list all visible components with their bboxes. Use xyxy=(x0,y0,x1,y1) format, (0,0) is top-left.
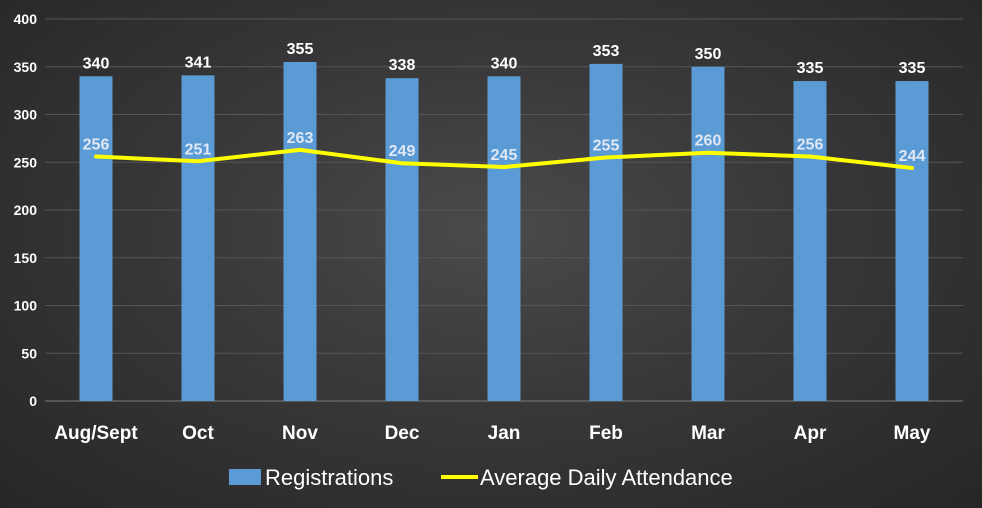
line-value-label: 260 xyxy=(695,133,722,150)
bar-jan xyxy=(487,76,521,402)
y-tick-label: 350 xyxy=(14,59,38,75)
x-tick-label: Mar xyxy=(691,423,725,444)
bar-value-label: 353 xyxy=(593,43,620,60)
legend-label-registrations: Registrations xyxy=(265,465,393,490)
line-data-labels: 256 251 263 249 245 255 260 256 244 xyxy=(83,130,926,165)
x-tick-label: Apr xyxy=(794,423,827,444)
line-value-label: 263 xyxy=(287,130,314,147)
y-tick-label: 250 xyxy=(14,154,38,170)
bar-data-labels: 340 341 355 338 340 353 350 335 335 xyxy=(83,41,926,77)
attendance-line xyxy=(94,147,914,170)
bar-feb xyxy=(589,63,623,401)
x-tick-label: Oct xyxy=(182,423,214,444)
bar-value-label: 338 xyxy=(389,57,416,74)
bar-may xyxy=(895,81,929,401)
x-tick-label: Aug/Sept xyxy=(54,423,138,444)
x-tick-label: Jan xyxy=(488,423,521,444)
line-value-label: 249 xyxy=(389,143,416,160)
y-tick-label: 150 xyxy=(14,250,38,266)
bar-mar xyxy=(691,66,725,401)
y-axis: 0 50 100 150 200 250 300 350 400 xyxy=(14,11,38,409)
bar-value-label: 341 xyxy=(185,54,212,71)
bar-value-label: 340 xyxy=(83,55,110,72)
y-tick-label: 0 xyxy=(29,393,37,409)
line-value-label: 255 xyxy=(593,137,620,154)
y-tick-label: 400 xyxy=(14,11,38,27)
line-average-daily-attendance xyxy=(94,147,914,170)
x-tick-label: Nov xyxy=(282,423,318,444)
bar-oct xyxy=(181,75,215,401)
y-tick-label: 300 xyxy=(14,107,38,123)
bars-registrations xyxy=(79,61,929,402)
bar-value-label: 355 xyxy=(287,41,314,58)
bar-aug-sept xyxy=(79,76,113,402)
bar-value-label: 335 xyxy=(797,60,824,77)
y-tick-label: 200 xyxy=(14,202,38,218)
line-value-label: 251 xyxy=(185,141,212,158)
bar-value-label: 350 xyxy=(695,46,722,63)
bar-value-label: 335 xyxy=(899,60,926,77)
legend-swatch-registrations xyxy=(229,469,261,485)
y-tick-label: 100 xyxy=(14,298,38,314)
legend: Registrations Average Daily Attendance xyxy=(229,465,733,490)
line-value-label: 244 xyxy=(899,148,926,165)
bar-nov xyxy=(283,61,317,401)
line-value-label: 256 xyxy=(83,137,110,154)
line-value-label: 256 xyxy=(797,137,824,154)
y-tick-label: 50 xyxy=(21,345,37,361)
bar-apr xyxy=(793,81,827,401)
line-value-label: 245 xyxy=(491,147,518,164)
legend-label-attendance: Average Daily Attendance xyxy=(480,465,733,490)
x-tick-label: Dec xyxy=(385,423,420,444)
x-tick-label: May xyxy=(894,423,931,444)
x-tick-label: Feb xyxy=(589,423,623,444)
bar-value-label: 340 xyxy=(491,55,518,72)
bar-dec xyxy=(385,78,419,402)
x-axis: Aug/Sept Oct Nov Dec Jan Feb Mar Apr May xyxy=(54,423,931,444)
